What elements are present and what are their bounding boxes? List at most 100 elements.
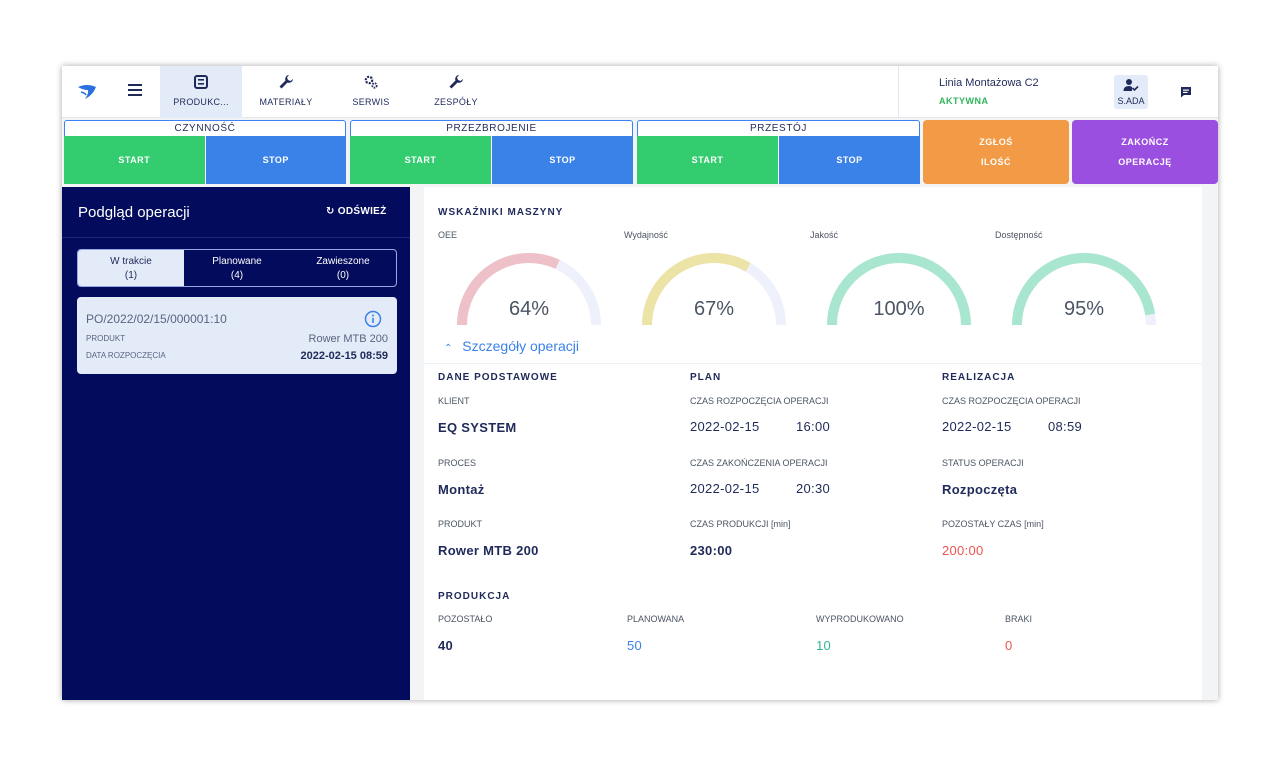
defects-value: 0 (1005, 638, 1013, 653)
tab-service-label: SERWIS (352, 97, 390, 107)
production-header: PRODUKCJA (438, 591, 511, 602)
remaining-qty-value: 40 (438, 638, 454, 653)
user-button[interactable]: S.ADA (1114, 75, 1148, 109)
status-label: STATUS OPERACJI (942, 458, 1024, 468)
remaining-time-value: 200:00 (942, 543, 984, 558)
line-info: Linia Montażowa C2 AKTYWNA (898, 66, 1102, 118)
plan-end-label: CZAS ZAKOŃCZENIA OPERACJI (690, 458, 828, 468)
defects-label: BRAKI (1005, 614, 1033, 624)
real-start-time: 08:59 (1048, 419, 1083, 434)
tab-materials-label: MATERIAŁY (259, 97, 313, 107)
gauge-label-oee: OEE (438, 230, 458, 240)
realization-header: REALIZACJA (942, 372, 1016, 383)
activity-stop-button[interactable]: STOP (204, 136, 346, 184)
filter-suspended[interactable]: Zawieszone (0) (290, 250, 396, 286)
top-navigation: PRODUKC... MATERIAŁY SERWIS ZESPÓŁY Lini… (62, 66, 1218, 118)
group-downtime-title: PRZESTÓJ (637, 120, 920, 136)
gauge-fill (1012, 253, 1156, 325)
details-toggle[interactable]: ⌃ Szczegóły operacji (444, 338, 579, 354)
card-product-value: Rower MTB 200 (308, 333, 388, 345)
group-activity-title: CZYNNOŚĆ (64, 120, 346, 136)
group-changeover: PRZEZBROJENIE START STOP (350, 120, 633, 184)
remaining-qty-label: POZOSTAŁO (438, 614, 493, 624)
plan-header: PLAN (690, 372, 722, 383)
finish-operation-line1: ZAKOŃCZ (1121, 137, 1169, 147)
gauge-value-performance: 67% (693, 298, 735, 320)
report-quantity-line2: ILOŚĆ (980, 157, 1011, 167)
operation-card[interactable]: PO/2022/02/15/000001:10 PRODUKT Rower MT… (77, 297, 397, 374)
product-label: PRODUKT (438, 519, 483, 529)
gauge-label-quality: Jakość (810, 230, 839, 240)
gauge-quality (827, 253, 971, 325)
gears-icon (364, 75, 378, 89)
real-start-label: CZAS ROZPOCZĘCIA OPERACJI (942, 396, 1081, 406)
status-filter: W trakcie (1) Planowane (4) Zawieszone (… (77, 249, 397, 287)
planned-qty-value: 50 (627, 638, 643, 653)
report-quantity-line1: ZGŁOŚ (979, 137, 1013, 147)
filter-suspended-count: (0) (336, 270, 350, 281)
production-time-label: CZAS PRODUKCJI [min] (690, 519, 791, 529)
chat-icon[interactable] (1179, 85, 1193, 99)
activity-start-button[interactable]: START (64, 136, 205, 184)
tab-production-label: PRODUKC... (173, 97, 229, 107)
process-label: PROCES (438, 458, 477, 468)
filter-planned-label: Planowane (212, 256, 262, 267)
tab-materials[interactable]: MATERIAŁY (250, 66, 322, 118)
filter-suspended-label: Zawieszone (316, 256, 370, 267)
divider (424, 363, 1202, 364)
tab-teams[interactable]: ZESPÓŁY (422, 66, 490, 118)
changeover-stop-button[interactable]: STOP (491, 136, 633, 184)
remaining-time-label: POZOSTAŁY CZAS [min] (942, 519, 1044, 529)
user-check-icon (1123, 79, 1139, 92)
plan-end-time: 20:30 (796, 481, 831, 496)
filter-in-progress-label: W trakcie (110, 256, 152, 267)
filter-planned[interactable]: Planowane (4) (184, 250, 290, 286)
info-icon[interactable] (364, 310, 382, 328)
refresh-button[interactable]: ↻ ODŚWIEŻ (326, 206, 387, 217)
filter-in-progress[interactable]: W trakcie (1) (78, 250, 184, 286)
details-toggle-label: Szczegóły operacji (462, 338, 580, 354)
card-product-label: PRODUKT (86, 334, 126, 343)
plan-start-time: 16:00 (796, 419, 831, 434)
gauge-value-availability: 95% (1063, 298, 1105, 320)
tab-service[interactable]: SERWIS (340, 66, 402, 118)
real-start-date: 2022-02-15 (942, 419, 1012, 434)
operations-panel: Podgląd operacji ↻ ODŚWIEŻ W trakcie (1)… (62, 187, 410, 700)
finish-operation-line2: OPERACJĘ (1118, 157, 1172, 167)
card-date-value: 2022-02-15 08:59 (300, 350, 388, 362)
wrench-icon (449, 75, 463, 89)
list-icon (194, 75, 208, 89)
downtime-stop-button[interactable]: STOP (778, 136, 920, 184)
gauge-fill (642, 253, 751, 325)
downtime-start-button[interactable]: START (637, 136, 778, 184)
operation-number: PO/2022/02/15/000001:10 (86, 312, 227, 326)
refresh-label: ODŚWIEŻ (337, 206, 387, 217)
indicators-title: WSKAŹNIKI MASZYNY (438, 207, 564, 218)
logo-icon[interactable] (76, 81, 98, 103)
chevron-up-icon: ⌃ (444, 343, 453, 354)
main-panel: WSKAŹNIKI MASZYNY OEE Wydajność Jakość D… (424, 187, 1202, 700)
group-changeover-title: PRZEZBROJENIE (350, 120, 633, 136)
refresh-icon: ↻ (326, 206, 335, 217)
gauge-availability (1012, 253, 1156, 325)
finish-operation-button[interactable]: ZAKOŃCZ OPERACJĘ (1072, 120, 1218, 184)
report-quantity-button[interactable]: ZGŁOŚ ILOŚĆ (923, 120, 1069, 184)
production-time-value: 230:00 (690, 543, 733, 558)
plan-start-label: CZAS ROZPOCZĘCIA OPERACJI (690, 396, 829, 406)
line-status-badge: AKTYWNA (939, 96, 989, 106)
client-label: KLIENT (438, 396, 470, 406)
gauge-label-performance: Wydajność (624, 230, 668, 240)
menu-icon[interactable] (128, 84, 142, 96)
gauge-value-oee: 64% (508, 298, 550, 320)
gauge-label-availability: Dostępność (995, 230, 1043, 240)
process-value: Montaż (438, 482, 485, 497)
plan-start-date: 2022-02-15 (690, 419, 760, 434)
basic-data-header: DANE PODSTAWOWE (438, 372, 558, 383)
product-value: Rower MTB 200 (438, 543, 539, 558)
group-activity: CZYNNOŚĆ START STOP (64, 120, 346, 184)
filter-planned-count: (4) (230, 270, 244, 281)
tab-production[interactable]: PRODUKC... (160, 66, 242, 118)
card-date-label: DATA ROZPOCZĘCIA (86, 351, 166, 360)
changeover-start-button[interactable]: START (350, 136, 491, 184)
operations-panel-title: Podgląd operacji (78, 204, 190, 221)
